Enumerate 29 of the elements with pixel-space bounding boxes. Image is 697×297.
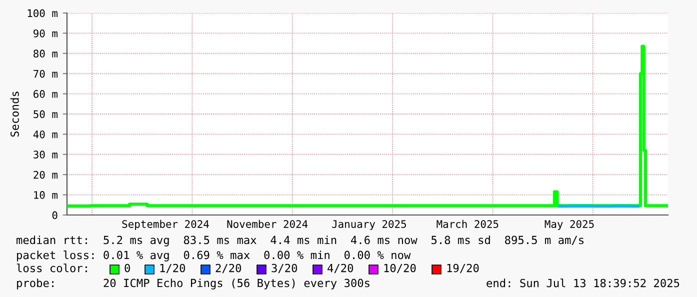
y-tick-label: 40 m [33, 130, 58, 138]
y-tick-label: 10 m [34, 191, 58, 199]
legend-label: 10/20 [384, 264, 416, 274]
y-tick-label: 20 m [34, 170, 58, 179]
legend-label: 4/20 [328, 264, 354, 274]
y-tick-label: 100 m [28, 9, 58, 18]
y-tick-label: 70 m [34, 70, 58, 78]
legend-label: 19/20 [447, 264, 479, 274]
legend-label: 1/20 [160, 264, 186, 274]
x-tick-label: September 2024 [122, 220, 209, 230]
y-tick-label: 50 m [34, 110, 58, 118]
legend-label: 2/20 [216, 264, 242, 274]
y-tick-label: 0 [52, 211, 58, 220]
y-axis-title: Seconds [10, 92, 19, 137]
y-tick-label: 80 m [34, 50, 58, 58]
text: packet loss: 0.01 % avg 0.69 % max 0.00 % min 0.00 % now [17, 250, 411, 262]
x-tick-label: January 2025 [332, 220, 406, 230]
text: probe: 20 ICMP Echo Pings (56 Bytes) every 300s [17, 278, 370, 290]
y-tick-label: 60 m [34, 90, 58, 98]
legend-label: 3/20 [272, 264, 298, 274]
text: median rtt: 5.2 ms avg 83.5 ms max 4.4 ms min 4.6 ms now 5.8 ms sd 895.5 m am/s [16, 236, 584, 246]
x-tick-label: March 2025 [436, 220, 498, 228]
legend-title: loss color: [16, 264, 87, 272]
y-tick-label: 90 m [34, 29, 58, 38]
y-tick-label: 30 m [34, 150, 58, 159]
x-tick-label: November 2024 [227, 220, 308, 228]
text: end: Sun Jul 13 18:39:52 2025 [486, 278, 680, 288]
x-tick-label: May 2025 [544, 220, 594, 230]
legend-label: 0 [124, 264, 130, 272]
